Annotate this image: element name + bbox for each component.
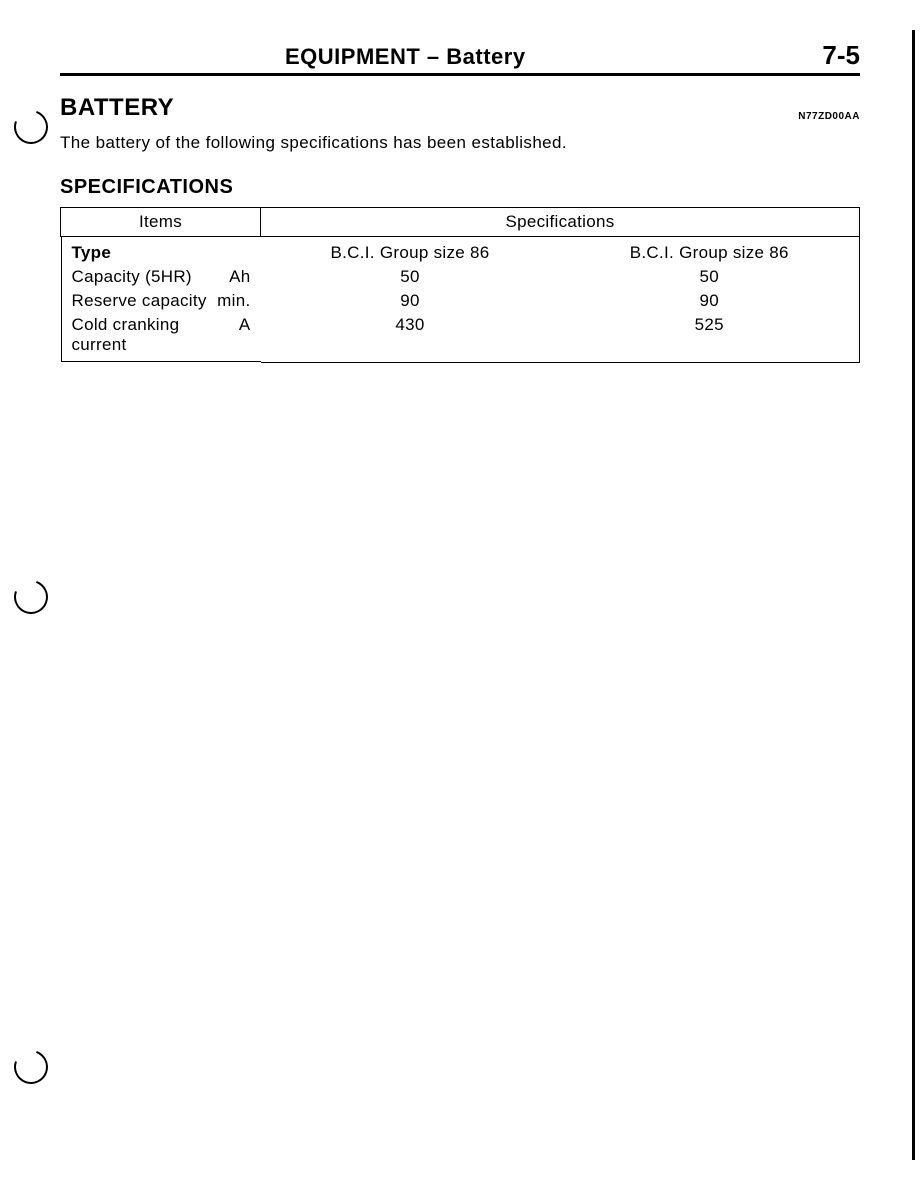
page-content: EQUIPMENT – Battery 7-5 BATTERY N77ZD00A… xyxy=(60,40,860,363)
row-value-1: B.C.I. Group size 86 xyxy=(261,237,560,266)
row-label: Capacity (5HR) Ah xyxy=(61,265,261,289)
row-value-2: 90 xyxy=(560,289,860,313)
punch-hole-icon xyxy=(8,574,53,619)
row-unit: Ah xyxy=(229,267,250,287)
section-header-row: BATTERY N77ZD00AA xyxy=(60,94,860,122)
row-label: Cold cranking current A xyxy=(61,313,261,362)
row-label-text: Capacity (5HR) xyxy=(72,267,192,287)
row-label: Reserve capacity min. xyxy=(61,289,261,313)
section-title: BATTERY xyxy=(60,94,174,122)
column-header-items: Items xyxy=(61,208,261,237)
subsection-title: SPECIFICATIONS xyxy=(60,176,860,199)
page-edge-bar xyxy=(912,30,915,1160)
document-code: N77ZD00AA xyxy=(798,111,860,122)
column-header-specs: Specifications xyxy=(261,208,860,237)
row-value-1: 430 xyxy=(261,313,560,362)
table-row: Type B.C.I. Group size 86 B.C.I. Group s… xyxy=(61,237,860,266)
row-value-1: 50 xyxy=(261,265,560,289)
row-label: Type xyxy=(61,237,261,265)
row-value-1: 90 xyxy=(261,289,560,313)
punch-hole-icon xyxy=(8,104,53,149)
row-label-text: Type xyxy=(72,243,112,263)
table-row: Capacity (5HR) Ah 50 50 xyxy=(61,265,860,289)
table-row: Reserve capacity min. 90 90 xyxy=(61,289,860,313)
page-number: 7-5 xyxy=(822,40,860,71)
punch-hole-icon xyxy=(8,1044,53,1089)
header-title: EQUIPMENT – Battery xyxy=(285,44,526,70)
specifications-table: Items Specifications Type B.C.I. Group s… xyxy=(60,207,860,363)
table-header-row: Items Specifications xyxy=(61,208,860,237)
table-row: Cold cranking current A 430 525 xyxy=(61,313,860,362)
row-label-text: Reserve capacity xyxy=(72,291,207,311)
row-value-2: 525 xyxy=(560,313,860,362)
page-header: EQUIPMENT – Battery 7-5 xyxy=(60,40,860,76)
intro-text: The battery of the following specificati… xyxy=(60,132,860,154)
row-unit: min. xyxy=(217,291,250,311)
row-value-2: 50 xyxy=(560,265,860,289)
row-unit: A xyxy=(239,315,251,355)
row-label-text: Cold cranking current xyxy=(72,315,239,355)
row-value-2: B.C.I. Group size 86 xyxy=(560,237,860,266)
